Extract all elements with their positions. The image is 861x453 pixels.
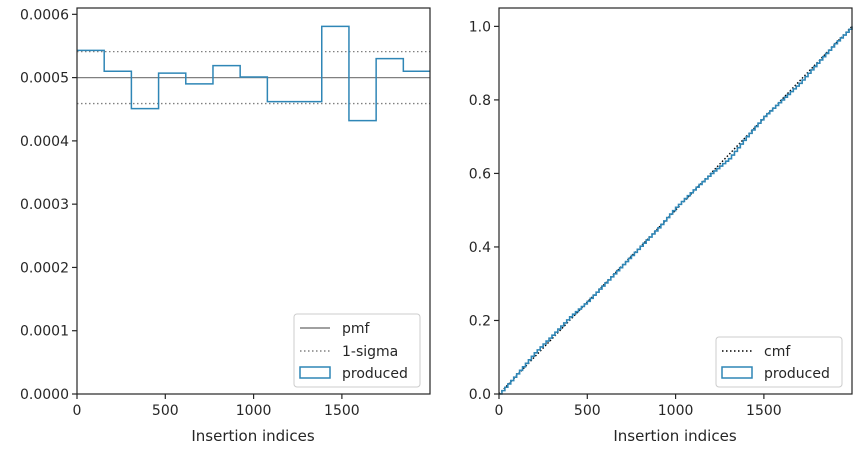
x-tick-label: 0 xyxy=(495,403,504,419)
legend-produced-label-left: produced xyxy=(342,366,408,382)
x-tick-label: 500 xyxy=(574,403,601,419)
x-axis-label-right: Insertion indices xyxy=(613,427,736,445)
x-tick-label: 0 xyxy=(73,403,82,419)
x-tick-label: 500 xyxy=(152,403,179,419)
y-tick-label: 0.0004 xyxy=(20,134,69,150)
legend-frame-right xyxy=(715,336,843,388)
y-tick-label: 0.0000 xyxy=(20,387,69,403)
x-tick-label: 1500 xyxy=(324,403,360,419)
plot-area-right xyxy=(498,25,853,395)
y-axis-left: 0.0000 0.0001 0.0002 0.0003 0.0004 0.0005 0.00… xyxy=(20,7,77,403)
legend-produced-label-right: produced xyxy=(764,366,830,382)
y-tick-label: 0.0006 xyxy=(20,7,69,23)
x-axis-left: 0 500 1000 1500 xyxy=(73,394,360,419)
y-tick-label: 0.0 xyxy=(469,387,491,403)
y-axis-right: 0.0 0.2 0.4 0.6 0.8 1.0 xyxy=(469,19,499,403)
y-tick-label: 0.0005 xyxy=(20,71,69,87)
plot-area-left xyxy=(77,25,430,122)
y-tick-label: 0.4 xyxy=(469,240,491,256)
legend-right: cmf produced xyxy=(715,336,843,388)
x-tick-label: 1500 xyxy=(746,403,782,419)
legend-cmf-label: cmf xyxy=(764,344,791,360)
produced-cumulative-line xyxy=(499,26,853,395)
legend-produced-swatch-left xyxy=(299,366,331,379)
y-tick-label: 0.2 xyxy=(469,313,491,329)
legend-1-sigma-label: 1-sigma xyxy=(342,344,398,360)
x-tick-label: 1000 xyxy=(658,403,694,419)
y-tick-label: 0.0002 xyxy=(20,260,69,276)
legend-left: pmf 1-sigma produced xyxy=(293,313,421,388)
x-tick-label: 1000 xyxy=(236,403,272,419)
produced-histogram xyxy=(77,25,430,122)
legend-produced-swatch-right xyxy=(721,366,753,379)
y-tick-label: 0.8 xyxy=(469,93,491,109)
legend-frame-left xyxy=(293,313,421,388)
x-axis-right: 0 500 1000 1500 xyxy=(495,394,782,419)
cmf-panel: 0 500 1000 1500 0.0 0.2 0.4 0.6 0.8 1.0 Insertio… xyxy=(469,7,853,445)
y-tick-label: 0.6 xyxy=(469,166,491,182)
legend-pmf-label: pmf xyxy=(342,321,371,337)
y-tick-label: 0.0001 xyxy=(20,324,69,340)
y-tick-label: 0.0003 xyxy=(20,197,69,213)
pmf-histogram-panel: 0 500 1000 1500 0.00000.00010.00020.00030.0… xyxy=(20,7,431,445)
x-axis-label-left: Insertion indices xyxy=(191,427,314,445)
y-tick-label: 1.0 xyxy=(469,19,491,35)
